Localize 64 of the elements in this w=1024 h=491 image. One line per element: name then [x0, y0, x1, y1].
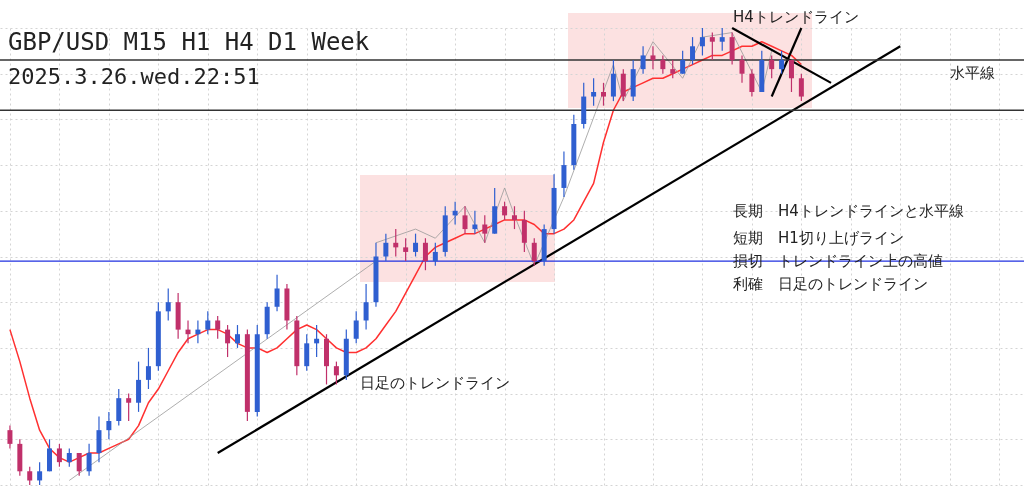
text: H4トレンドライン: [733, 8, 859, 27]
candlestick: [56, 443, 62, 468]
candlestick: [225, 324, 231, 358]
annotation: 利確 日足のトレンドライン: [733, 275, 928, 294]
candlestick: [591, 77, 597, 107]
candlestick: [432, 242, 438, 267]
candlestick: [798, 73, 804, 102]
candlestick: [788, 59, 794, 93]
candlestick: [521, 210, 527, 253]
candlestick: [234, 324, 240, 349]
chart-title: GBP/USD M15 H1 H4 D1 Week: [8, 28, 370, 56]
candlestick: [690, 36, 696, 66]
candlestick: [640, 45, 646, 75]
candlestick: [413, 233, 419, 258]
candlestick: [304, 333, 310, 372]
candlestick: [531, 237, 537, 267]
annotation: 短期 H1切り上げライン: [733, 229, 904, 248]
candlestick: [610, 59, 616, 102]
text: 水平線: [950, 64, 995, 83]
candlestick: [165, 287, 171, 322]
candlestick: [37, 461, 43, 486]
candlestick: [126, 393, 132, 422]
candlestick: [650, 45, 656, 70]
candlestick: [205, 310, 211, 335]
candlestick: [333, 361, 339, 386]
candlestick: [561, 150, 567, 198]
candlestick: [116, 388, 122, 427]
candlestick: [96, 415, 102, 463]
candlestick: [403, 237, 409, 262]
candlestick: [739, 54, 745, 84]
candlestick: [729, 31, 735, 66]
candlestick: [215, 315, 221, 340]
candlestick: [86, 443, 92, 477]
candlestick: [502, 201, 508, 221]
candlestick: [660, 54, 666, 75]
candlestick: [482, 214, 488, 244]
candlestick: [274, 274, 280, 312]
candlestick: [719, 27, 725, 52]
candlestick: [383, 233, 389, 262]
candlestick: [136, 361, 142, 413]
candlestick: [363, 283, 369, 331]
candlestick: [601, 82, 607, 107]
text: 2025.3.26.wed.22:51: [8, 64, 260, 89]
candlestick: [66, 447, 72, 468]
candlestick: [76, 452, 82, 477]
candlestick: [709, 31, 715, 61]
candlestick: [620, 68, 626, 102]
candlestick: [779, 50, 785, 75]
candlestick: [699, 27, 705, 57]
candlestick: [422, 237, 428, 271]
candlestick: [47, 438, 53, 472]
candlestick: [353, 310, 359, 344]
candlestick: [7, 424, 13, 450]
candlestick: [769, 54, 775, 79]
candlestick: [680, 50, 686, 75]
candlestick: [27, 466, 33, 486]
candlestick: [749, 68, 755, 98]
candlestick: [462, 205, 468, 235]
annotation: 日足のトレンドライン: [360, 374, 510, 393]
candlestick: [106, 411, 112, 440]
annotation: 長期 H4トレンドラインと水平線: [733, 202, 964, 221]
candlestick: [670, 59, 676, 79]
candlestick: [145, 347, 151, 390]
candlestick: [511, 205, 517, 230]
